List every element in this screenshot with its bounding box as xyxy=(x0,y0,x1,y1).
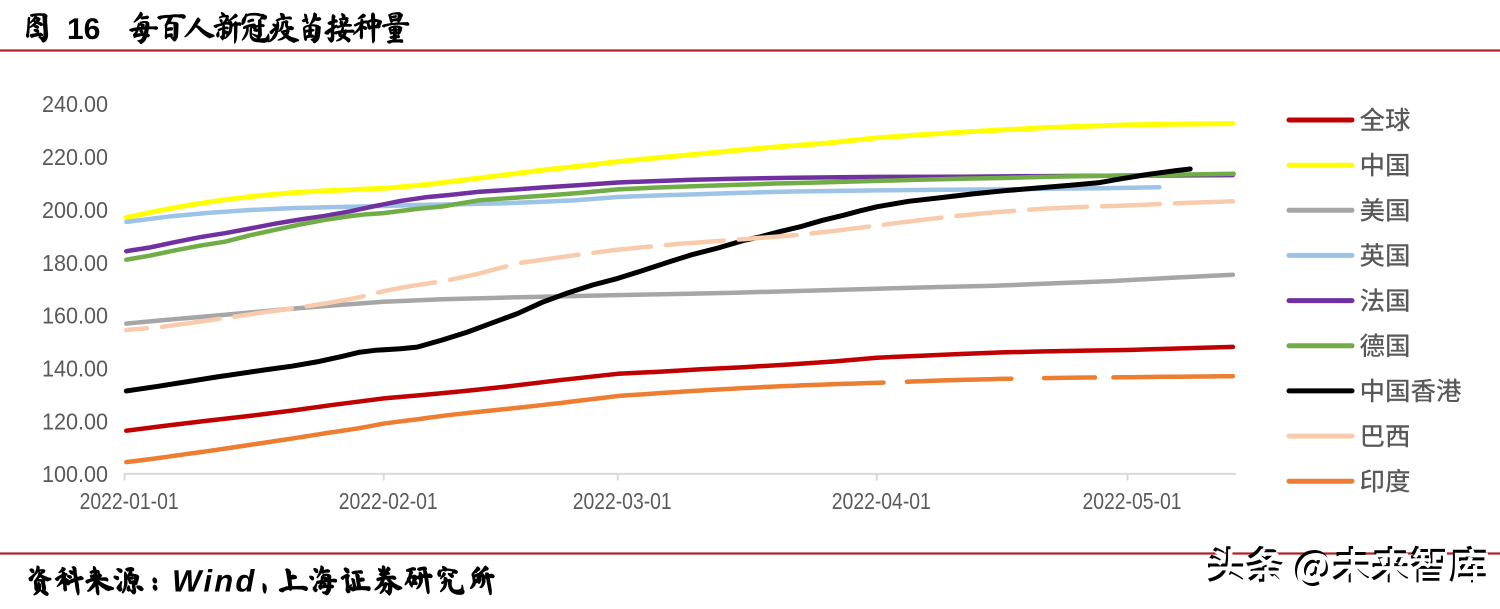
svg-text:220.00: 220.00 xyxy=(42,144,108,170)
svg-text:2022-03-01: 2022-03-01 xyxy=(573,488,672,514)
svg-text:180.00: 180.00 xyxy=(42,250,108,276)
svg-text:100.00: 100.00 xyxy=(42,461,108,487)
svg-text:240.00: 240.00 xyxy=(42,91,108,117)
svg-text:2022-01-01: 2022-01-01 xyxy=(80,488,179,514)
svg-text:120.00: 120.00 xyxy=(42,408,108,434)
svg-text:160.00: 160.00 xyxy=(42,303,108,329)
svg-text:140.00: 140.00 xyxy=(42,356,108,382)
svg-text:200.00: 200.00 xyxy=(42,197,108,223)
svg-text:2022-04-01: 2022-04-01 xyxy=(832,488,931,514)
svg-text:2022-05-01: 2022-05-01 xyxy=(1083,488,1182,514)
svg-text:2022-02-01: 2022-02-01 xyxy=(339,488,438,514)
